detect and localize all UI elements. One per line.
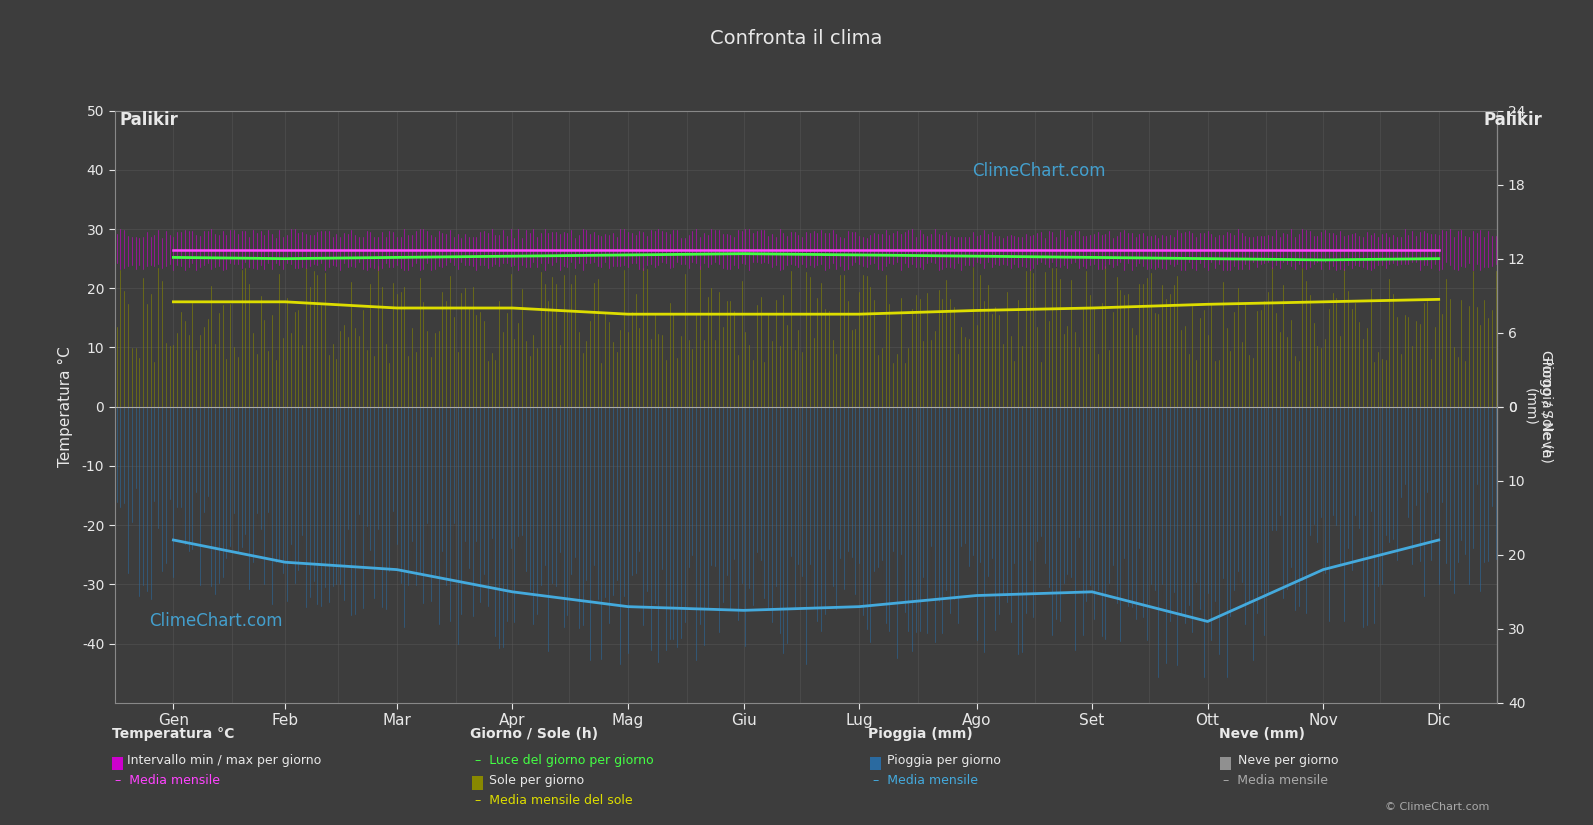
Text: Neve per giorno: Neve per giorno (1238, 754, 1338, 767)
Y-axis label: Temperatura °C: Temperatura °C (59, 346, 73, 467)
Text: –  Media mensile: – Media mensile (873, 774, 978, 787)
Text: Temperatura °C: Temperatura °C (112, 727, 234, 741)
Text: Pioggia per giorno: Pioggia per giorno (887, 754, 1000, 767)
Text: Palikir: Palikir (119, 111, 178, 130)
Text: Confronta il clima: Confronta il clima (710, 29, 883, 48)
Text: –  Media mensile: – Media mensile (1223, 774, 1329, 787)
Text: ClimeChart.com: ClimeChart.com (150, 612, 284, 630)
Text: © ClimeChart.com: © ClimeChart.com (1384, 802, 1489, 812)
Text: Pioggia (mm): Pioggia (mm) (868, 727, 973, 741)
Text: ClimeChart.com: ClimeChart.com (972, 162, 1106, 180)
Text: Palikir: Palikir (1483, 111, 1542, 130)
Y-axis label: Pioggia / Neve
(mm): Pioggia / Neve (mm) (1523, 357, 1553, 456)
Text: Sole per giorno: Sole per giorno (489, 774, 585, 787)
Text: Neve (mm): Neve (mm) (1219, 727, 1305, 741)
Y-axis label: Giorno / Sole (h): Giorno / Sole (h) (1539, 351, 1553, 463)
Text: –  Media mensile: – Media mensile (115, 774, 220, 787)
Text: –  Luce del giorno per giorno: – Luce del giorno per giorno (475, 754, 653, 767)
Text: Giorno / Sole (h): Giorno / Sole (h) (470, 727, 597, 741)
Text: –  Media mensile del sole: – Media mensile del sole (475, 794, 632, 807)
Text: Intervallo min / max per giorno: Intervallo min / max per giorno (127, 754, 322, 767)
